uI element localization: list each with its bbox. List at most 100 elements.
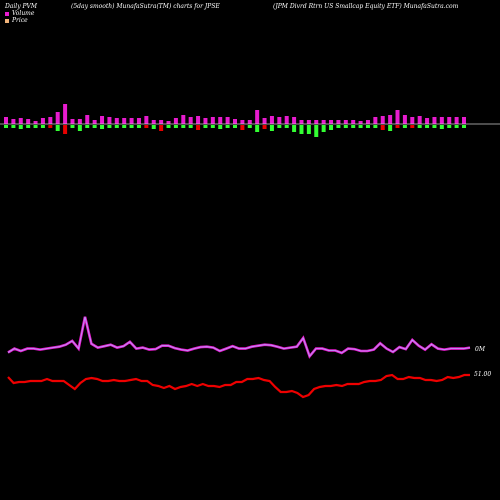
volume-bar-up <box>107 117 112 124</box>
volume-bar-up <box>92 120 97 124</box>
volume-bar-down <box>85 125 90 128</box>
volume-bar-up <box>55 112 60 124</box>
volume-bar-down <box>388 125 393 131</box>
volume-bar-up <box>159 120 164 124</box>
volume-bar-down <box>262 125 267 129</box>
volume-bar-up <box>417 116 422 124</box>
volume-bar-up <box>321 120 326 124</box>
volume-line-highlight <box>7 316 471 358</box>
volume-bar-down <box>11 125 16 128</box>
volume-bar-down <box>329 125 334 130</box>
volume-bar-down <box>188 125 193 128</box>
volume-bar-up <box>425 118 430 124</box>
legend: Volume Price <box>5 10 34 24</box>
volume-bar-down <box>462 125 466 128</box>
volume-bar-down <box>306 125 311 134</box>
legend-item-price: Price <box>5 17 34 24</box>
volume-bar-up <box>351 120 356 124</box>
legend-label-price: Price <box>12 17 28 24</box>
volume-bar-up <box>166 121 171 124</box>
volume-bar-down <box>292 125 297 132</box>
volume-bar-down <box>18 125 23 129</box>
volume-bar-up <box>173 118 178 124</box>
volume-bar-up <box>358 121 363 124</box>
volume-bar-down <box>365 125 370 128</box>
volume-bar-down <box>425 125 430 128</box>
volume-bar-up <box>255 110 260 124</box>
volume-bar-up <box>373 117 378 124</box>
volume-bar-down <box>40 125 45 128</box>
volume-bar-up <box>365 120 370 124</box>
volume-bar-down <box>203 125 208 128</box>
volume-bar-up <box>277 117 282 124</box>
volume-bar-up <box>63 104 68 124</box>
volume-bar-down <box>181 125 186 128</box>
volume-bar-up <box>233 119 237 124</box>
legend-swatch-price <box>5 18 9 23</box>
volume-bar-down <box>4 125 8 128</box>
volume-bar-down <box>240 125 245 130</box>
volume-bar-up <box>85 115 90 124</box>
volume-bars <box>4 104 466 137</box>
volume-bar-up <box>181 115 186 124</box>
volume-bar-up <box>240 120 245 124</box>
volume-bar-up <box>336 120 341 124</box>
volume-bar-up <box>210 117 215 124</box>
volume-bar-up <box>269 116 274 124</box>
volume-bar-down <box>196 125 201 130</box>
volume-bar-down <box>166 125 171 128</box>
volume-bar-down <box>321 125 326 132</box>
volume-bar-down <box>373 125 378 128</box>
volume-bar-down <box>432 125 437 128</box>
volume-bar-up <box>203 118 208 124</box>
volume-bar-up <box>454 117 459 124</box>
volume-bar-down <box>33 125 38 128</box>
volume-bar-down <box>114 125 119 128</box>
price-right-label: 51.00 <box>474 371 491 378</box>
volume-bar-down <box>129 125 134 128</box>
volume-bar-down <box>255 125 260 132</box>
volume-bar-down <box>380 125 385 130</box>
legend-swatch-volume <box>5 11 9 16</box>
volume-bar-up <box>144 116 149 124</box>
volume-bar-up <box>196 116 201 124</box>
volume-bar-down <box>277 125 282 128</box>
volume-bar-down <box>173 125 178 128</box>
header-left: Daily PVM <box>5 3 38 10</box>
volume-bar-up <box>432 117 437 124</box>
volume-bar-up <box>439 117 444 124</box>
volume-bar-down <box>417 125 422 128</box>
volume-bar-up <box>151 120 156 124</box>
volume-bar-up <box>262 118 267 124</box>
price-line <box>7 373 470 399</box>
volume-bar-up <box>284 116 289 124</box>
volume-bar-up <box>292 117 297 124</box>
volume-bar-down <box>63 125 68 134</box>
volume-bar-up <box>129 118 134 124</box>
volume-bar-up <box>48 117 53 124</box>
volume-bar-up <box>114 118 119 124</box>
volume-bar-up <box>306 120 311 124</box>
volume-bar-down <box>70 125 75 128</box>
volume-bar-up <box>247 120 252 124</box>
volume-bar-down <box>48 125 53 128</box>
legend-item-volume: Volume <box>5 10 34 17</box>
volume-bar-down <box>395 125 400 128</box>
volume-bar-up <box>462 117 466 124</box>
volume-bar-up <box>447 117 452 124</box>
volume-bar-down <box>454 125 459 128</box>
volume-line <box>7 316 471 359</box>
volume-bar-up <box>410 117 415 124</box>
volume-bar-up <box>225 117 230 124</box>
legend-label-volume: Volume <box>12 10 35 17</box>
volume-right-label: 0M <box>475 346 486 353</box>
volume-bar-up <box>329 120 334 124</box>
volume-bar-down <box>233 125 237 128</box>
volume-bar-up <box>343 120 348 124</box>
volume-bar-down <box>299 125 304 134</box>
volume-bar-down <box>314 125 319 137</box>
volume-bar-down <box>410 125 415 128</box>
volume-bar-down <box>247 125 252 128</box>
volume-bar-up <box>77 119 82 124</box>
